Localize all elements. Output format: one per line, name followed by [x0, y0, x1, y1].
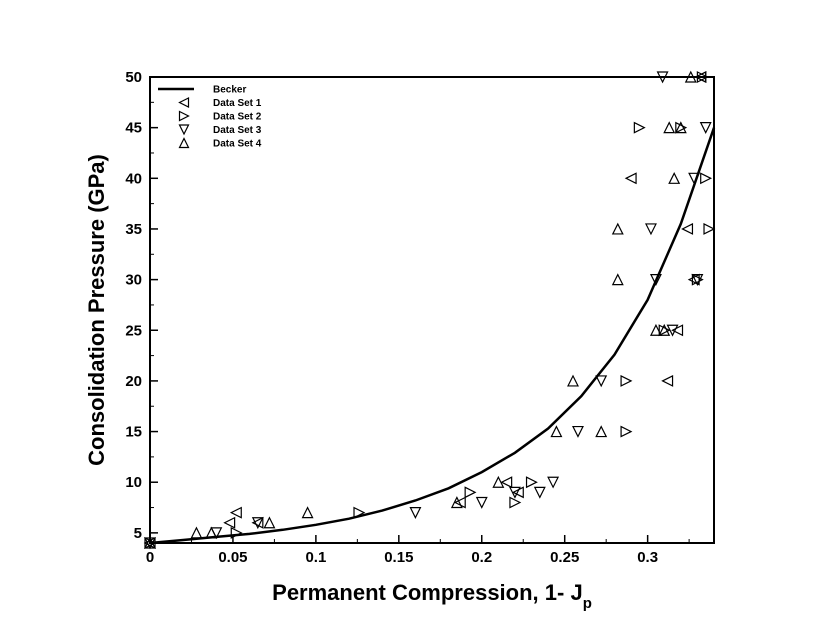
x-tick-label: 0.2	[471, 549, 492, 566]
data-point-data-set-2	[703, 222, 716, 235]
legend-label: Data Set 3	[213, 125, 262, 136]
data-point-data-set-2	[691, 273, 704, 286]
data-point-data-set-2	[633, 121, 646, 134]
x-tick-label: 0.05	[218, 549, 247, 566]
y-tick-label: 10	[125, 474, 142, 491]
data-point-data-set-4	[668, 171, 681, 184]
data-point-data-set-4	[658, 323, 671, 336]
legend-marker-swatch	[178, 124, 190, 136]
y-tick-label: 35	[125, 221, 142, 238]
data-point-data-set-1	[251, 516, 264, 529]
legend-marker-swatch	[178, 110, 190, 122]
legend-marker-swatch	[178, 97, 190, 108]
data-point-data-set-3	[572, 425, 584, 438]
data-point-data-set-2	[620, 374, 633, 387]
data-point-data-set-4	[205, 526, 218, 539]
y-tick-label: 30	[125, 272, 142, 289]
x-axis-title: Permanent Compression, 1- Jp	[272, 580, 592, 612]
data-point-data-set-3	[649, 274, 662, 286]
legend-item-data-set-2: Data Set 2	[178, 110, 262, 123]
data-point-data-set-3	[595, 375, 608, 388]
data-point-data-set-4	[301, 506, 314, 519]
plot-frame	[149, 76, 715, 544]
data-point-data-set-4	[649, 323, 662, 336]
y-axis: 5 10 15 20 25 30 35 40 45 50	[125, 69, 158, 542]
data-point-data-set-2	[700, 172, 713, 185]
data-point-data-set-4	[263, 516, 276, 529]
data-point-data-set-3	[251, 517, 264, 530]
data-point-data-set-4	[674, 121, 687, 134]
data-point-data-set-4	[550, 425, 563, 438]
data-point-data-set-4	[663, 121, 676, 134]
x-axis: 0 0.05 0.1 0.15 0.2 0.25 0.3	[146, 535, 690, 566]
data-point-data-set-4	[567, 374, 579, 387]
legend-item-data-set-1: Data Set 1	[178, 97, 262, 109]
data-point-data-set-2	[464, 486, 477, 499]
data-point-data-set-2	[230, 526, 243, 539]
legend-item-becker: Becker	[158, 85, 246, 96]
data-point-data-set-4	[611, 222, 624, 235]
data-point-data-set-3	[547, 476, 560, 489]
data-point-data-set-1	[671, 324, 684, 337]
y-tick-label: 40	[125, 170, 142, 187]
y-tick-label: 50	[125, 69, 142, 86]
legend-label: Data Set 2	[213, 112, 262, 123]
legend-label: Becker	[213, 85, 246, 96]
y-tick-label: 25	[125, 322, 142, 339]
data-point-data-set-1	[223, 516, 236, 529]
data-point-data-set-4	[611, 273, 624, 286]
data-point-data-set-3	[691, 274, 704, 286]
x-axis-title-subscript: p	[583, 595, 592, 612]
data-point-data-set-2	[509, 496, 522, 509]
data-point-data-set-2	[675, 121, 688, 134]
legend-item-data-set-4: Data Set 4	[178, 137, 262, 150]
y-tick-label: 15	[125, 424, 142, 441]
data-point-data-set-4	[595, 425, 608, 438]
data-point-data-set-1	[624, 172, 637, 185]
legend-item-data-set-3: Data Set 3	[178, 124, 262, 136]
x-tick-label: 0.1	[305, 549, 326, 566]
data-point-data-set-1	[681, 222, 694, 235]
data-point-data-set-3	[699, 122, 712, 134]
plot-area	[143, 70, 716, 550]
data-point-data-set-3	[666, 324, 679, 337]
data-point-data-set-3	[475, 496, 488, 509]
data-point-data-set-1	[500, 476, 513, 489]
data-point-data-set-2	[620, 425, 633, 438]
data-point-data-set-4	[190, 526, 203, 539]
x-axis-title-main: Permanent Compression, 1- J	[272, 580, 583, 605]
legend-marker-swatch	[178, 137, 190, 149]
data-point-data-set-3	[508, 486, 521, 499]
data-point-data-set-2	[353, 506, 366, 519]
data-point-data-set-3	[644, 223, 657, 236]
y-tick-label: 5	[134, 525, 142, 542]
data-point-data-set-4	[450, 496, 463, 509]
y-axis-title: Consolidation Pressure (GPa)	[84, 154, 109, 466]
data-point-data-set-2	[658, 324, 671, 337]
data-point-data-set-4	[492, 475, 505, 488]
legend-label: Data Set 4	[213, 139, 262, 150]
y-tick-label: 20	[125, 373, 142, 390]
data-point-data-set-1	[229, 506, 242, 519]
data-point-data-set-3	[688, 172, 701, 185]
data-point-data-set-2	[525, 476, 538, 489]
series-line-becker	[149, 127, 716, 545]
data-point-data-set-3	[533, 486, 546, 499]
x-tick-label: 0.25	[550, 549, 579, 566]
x-tick-label: 0.3	[637, 549, 658, 566]
data-point-data-set-3	[409, 507, 422, 519]
data-point-data-set-1	[661, 374, 674, 387]
legend: Becker Data Set 1 Data Set 2 Data Set 3 Data…	[158, 85, 262, 150]
legend-label: Data Set 1	[213, 98, 262, 109]
x-tick-label: 0.15	[384, 549, 413, 566]
x-tick-label: 0	[146, 549, 154, 566]
y-tick-label: 45	[125, 120, 142, 137]
